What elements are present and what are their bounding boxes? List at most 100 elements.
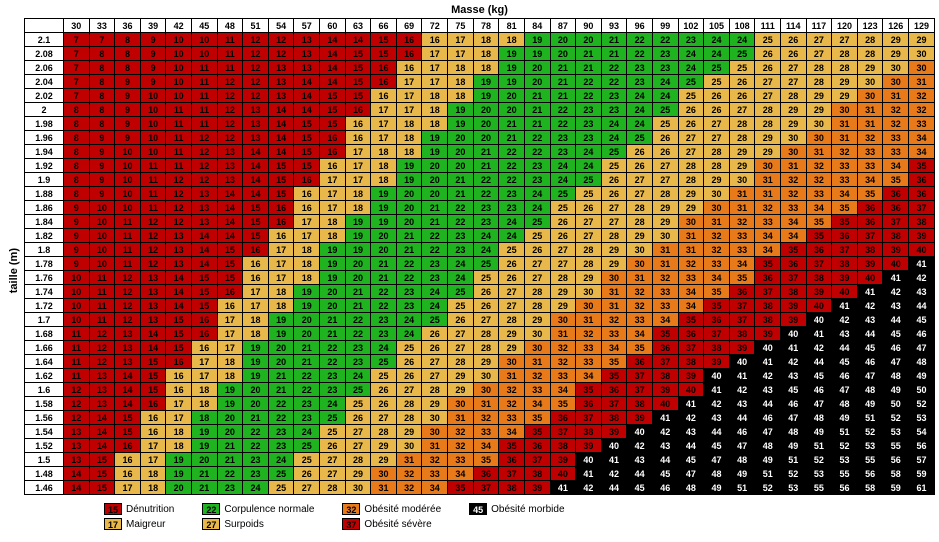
bmi-cell: 24 <box>627 89 653 103</box>
bmi-cell: 21 <box>550 75 576 89</box>
bmi-cell: 29 <box>729 145 755 159</box>
bmi-cell: 17 <box>243 299 269 313</box>
bmi-cell: 34 <box>524 397 550 411</box>
bmi-cell: 23 <box>601 103 627 117</box>
bmi-cell: 35 <box>729 271 755 285</box>
bmi-cell: 27 <box>294 481 320 495</box>
bmi-cell: 47 <box>729 439 755 453</box>
bmi-cell: 31 <box>473 397 499 411</box>
legend-item: 15Dénutrition <box>104 503 174 515</box>
bmi-cell: 26 <box>729 89 755 103</box>
bmi-cell: 35 <box>883 173 909 187</box>
bmi-cell: 19 <box>320 257 346 271</box>
bmi-cell: 31 <box>627 271 653 285</box>
bmi-cell: 29 <box>652 215 678 229</box>
bmi-cell: 22 <box>345 327 371 341</box>
bmi-cell: 14 <box>166 271 192 285</box>
bmi-cell: 24 <box>524 201 550 215</box>
bmi-cell: 36 <box>473 467 499 481</box>
bmi-cell: 15 <box>371 33 397 47</box>
bmi-cell: 24 <box>704 47 730 61</box>
bmi-cell: 32 <box>550 355 576 369</box>
bmi-cell: 55 <box>857 453 883 467</box>
bmi-cell: 37 <box>729 313 755 327</box>
bmi-cell: 25 <box>345 397 371 411</box>
bmi-cell: 34 <box>755 229 781 243</box>
bmi-cell: 19 <box>294 285 320 299</box>
bmi-cell: 55 <box>883 439 909 453</box>
bmi-cell: 25 <box>473 271 499 285</box>
bmi-cell: 48 <box>857 383 883 397</box>
bmi-cell: 40 <box>704 369 730 383</box>
bmi-cell: 24 <box>678 61 704 75</box>
bmi-cell: 13 <box>294 61 320 75</box>
bmi-cell: 27 <box>473 313 499 327</box>
bmi-cell: 12 <box>191 159 217 173</box>
bmi-cell: 34 <box>473 439 499 453</box>
bmi-cell: 28 <box>473 341 499 355</box>
bmi-cell: 9 <box>115 89 141 103</box>
bmi-cell: 28 <box>627 201 653 215</box>
bmi-cell: 25 <box>601 145 627 159</box>
bmi-cell: 23 <box>499 187 525 201</box>
bmi-cell: 37 <box>627 383 653 397</box>
bmi-cell: 27 <box>601 201 627 215</box>
bmi-cell: 34 <box>499 425 525 439</box>
mass-header: 54 <box>268 19 294 33</box>
bmi-cell: 54 <box>909 425 935 439</box>
bmi-cell: 47 <box>781 411 807 425</box>
bmi-cell: 27 <box>678 131 704 145</box>
bmi-cell: 19 <box>422 145 448 159</box>
bmi-cell: 29 <box>345 467 371 481</box>
bmi-cell: 34 <box>909 131 935 145</box>
bmi-cell: 15 <box>243 201 269 215</box>
legend-swatch: 22 <box>202 503 220 515</box>
bmi-cell: 28 <box>448 355 474 369</box>
bmi-cell: 28 <box>576 243 602 257</box>
bmi-cell: 23 <box>320 369 346 383</box>
bmi-cell: 36 <box>909 173 935 187</box>
bmi-cell: 22 <box>499 173 525 187</box>
bmi-cell: 19 <box>191 439 217 453</box>
mass-header: 42 <box>166 19 192 33</box>
bmi-cell: 24 <box>396 313 422 327</box>
bmi-cell: 22 <box>524 145 550 159</box>
bmi-cell: 32 <box>499 397 525 411</box>
bmi-cell: 28 <box>422 383 448 397</box>
bmi-cell: 30 <box>909 47 935 61</box>
bmi-cell: 14 <box>268 103 294 117</box>
bmi-cell: 28 <box>396 397 422 411</box>
bmi-cell: 11 <box>89 313 115 327</box>
bmi-cell: 11 <box>217 61 243 75</box>
height-header: 1.46 <box>25 481 64 495</box>
bmi-cell: 13 <box>191 187 217 201</box>
bmi-cell: 34 <box>832 187 858 201</box>
bmi-cell: 26 <box>499 257 525 271</box>
bmi-cell: 16 <box>140 425 166 439</box>
bmi-cell: 50 <box>909 383 935 397</box>
bmi-cell: 11 <box>140 159 166 173</box>
bmi-cell: 25 <box>371 355 397 369</box>
bmi-cell: 39 <box>601 425 627 439</box>
bmi-cell: 36 <box>601 383 627 397</box>
bmi-cell: 15 <box>217 271 243 285</box>
bmi-cell: 28 <box>320 481 346 495</box>
bmi-cell: 20 <box>448 159 474 173</box>
bmi-cell: 28 <box>755 117 781 131</box>
bmi-cell: 43 <box>909 285 935 299</box>
bmi-cell: 37 <box>678 341 704 355</box>
bmi-cell: 21 <box>448 187 474 201</box>
bmi-cell: 36 <box>524 439 550 453</box>
bmi-cell: 41 <box>909 257 935 271</box>
bmi-cell: 13 <box>115 341 141 355</box>
bmi-cell: 17 <box>422 47 448 61</box>
bmi-cell: 24 <box>294 425 320 439</box>
bmi-cell: 20 <box>396 187 422 201</box>
bmi-cell: 40 <box>883 257 909 271</box>
bmi-cell: 15 <box>191 271 217 285</box>
bmi-cell: 34 <box>448 467 474 481</box>
bmi-cell: 41 <box>857 285 883 299</box>
bmi-cell: 29 <box>371 439 397 453</box>
bmi-cell: 21 <box>294 355 320 369</box>
bmi-cell: 38 <box>652 369 678 383</box>
